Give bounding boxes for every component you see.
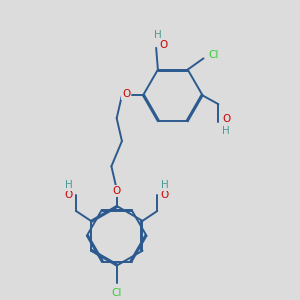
Text: H: H (161, 180, 169, 190)
Text: O: O (112, 186, 121, 196)
Text: O: O (122, 89, 130, 99)
Text: Cl: Cl (112, 288, 122, 298)
Text: O: O (160, 40, 168, 50)
Text: H: H (154, 29, 161, 40)
Text: H: H (64, 180, 72, 190)
Text: Cl: Cl (208, 50, 218, 60)
Text: O: O (161, 190, 169, 200)
Text: O: O (222, 114, 230, 124)
Text: O: O (64, 190, 73, 200)
Text: H: H (222, 125, 230, 136)
